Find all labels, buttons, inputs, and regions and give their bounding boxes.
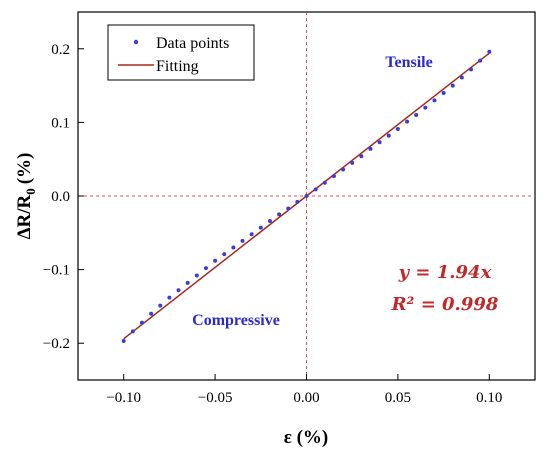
data-points-group bbox=[121, 49, 492, 343]
legend-label-data-points: Data points bbox=[156, 35, 229, 52]
data-point bbox=[295, 199, 300, 204]
data-point bbox=[459, 75, 464, 80]
data-point bbox=[231, 245, 236, 250]
data-point bbox=[450, 83, 455, 88]
y-axis-label-unit: (%) bbox=[14, 153, 35, 185]
x-tick-label: 0.05 bbox=[385, 390, 411, 406]
data-point bbox=[130, 329, 135, 334]
data-point bbox=[167, 295, 172, 300]
data-point bbox=[441, 90, 446, 95]
data-point bbox=[341, 167, 346, 172]
data-point bbox=[158, 303, 163, 308]
annotation-compressive: Compressive bbox=[192, 312, 280, 329]
x-tick-label: 0.10 bbox=[476, 390, 502, 406]
data-point bbox=[277, 212, 282, 217]
y-tick-label: 0.1 bbox=[51, 115, 70, 131]
data-point bbox=[432, 98, 437, 103]
x-tick-label: 0.00 bbox=[293, 390, 319, 406]
x-tick-label: −0.05 bbox=[198, 390, 233, 406]
data-point bbox=[423, 105, 428, 110]
data-point bbox=[377, 140, 382, 145]
annotation-r-squared: R² = 0.998 bbox=[391, 294, 499, 315]
y-tick-label: 0.2 bbox=[51, 42, 70, 58]
legend-marker-data-points bbox=[133, 39, 139, 45]
data-point bbox=[286, 206, 291, 211]
data-point bbox=[478, 58, 483, 63]
y-axis-label-main: ΔR/R bbox=[14, 194, 35, 239]
data-point bbox=[322, 180, 327, 185]
data-point bbox=[359, 154, 364, 159]
data-point bbox=[487, 49, 492, 54]
legend-label-fitting: Fitting bbox=[156, 58, 199, 75]
data-point bbox=[405, 119, 410, 124]
data-point bbox=[331, 174, 336, 179]
data-point bbox=[395, 127, 400, 132]
data-point bbox=[249, 232, 254, 237]
y-tick-label: −0.2 bbox=[43, 336, 70, 352]
data-point bbox=[149, 311, 154, 316]
data-point bbox=[350, 160, 355, 165]
data-point bbox=[240, 238, 245, 243]
data-point bbox=[213, 258, 218, 263]
data-point bbox=[121, 338, 126, 343]
y-axis-ticks: −0.2 −0.1 0.0 0.1 0.2 bbox=[43, 42, 84, 352]
x-tick-label: −0.10 bbox=[106, 390, 141, 406]
x-axis-label: ε (%) bbox=[284, 427, 329, 448]
y-tick-label: 0.0 bbox=[51, 189, 70, 205]
legend-box bbox=[107, 24, 255, 81]
data-point bbox=[304, 194, 309, 198]
data-point bbox=[469, 67, 474, 72]
data-point bbox=[414, 113, 419, 118]
data-point bbox=[194, 273, 199, 278]
y-tick-label: −0.1 bbox=[43, 263, 70, 279]
y-axis-label-subscript: 0 bbox=[23, 188, 38, 195]
data-point bbox=[313, 187, 318, 192]
y-axis-label: ΔR/R0 (%) bbox=[14, 153, 38, 240]
data-point bbox=[139, 320, 144, 325]
x-axis-ticks: −0.10 −0.05 0.00 0.05 0.10 bbox=[106, 374, 502, 406]
data-point bbox=[368, 146, 373, 151]
data-point bbox=[386, 133, 391, 138]
annotation-tensile: Tensile bbox=[385, 54, 432, 71]
data-point bbox=[185, 280, 190, 285]
data-point bbox=[258, 225, 263, 230]
data-point bbox=[176, 288, 181, 293]
legend: Data points Fitting bbox=[107, 24, 255, 81]
annotation-equation: y = 1.94x bbox=[398, 262, 492, 283]
data-point bbox=[222, 252, 227, 257]
data-point bbox=[267, 219, 272, 224]
data-point bbox=[203, 266, 208, 271]
